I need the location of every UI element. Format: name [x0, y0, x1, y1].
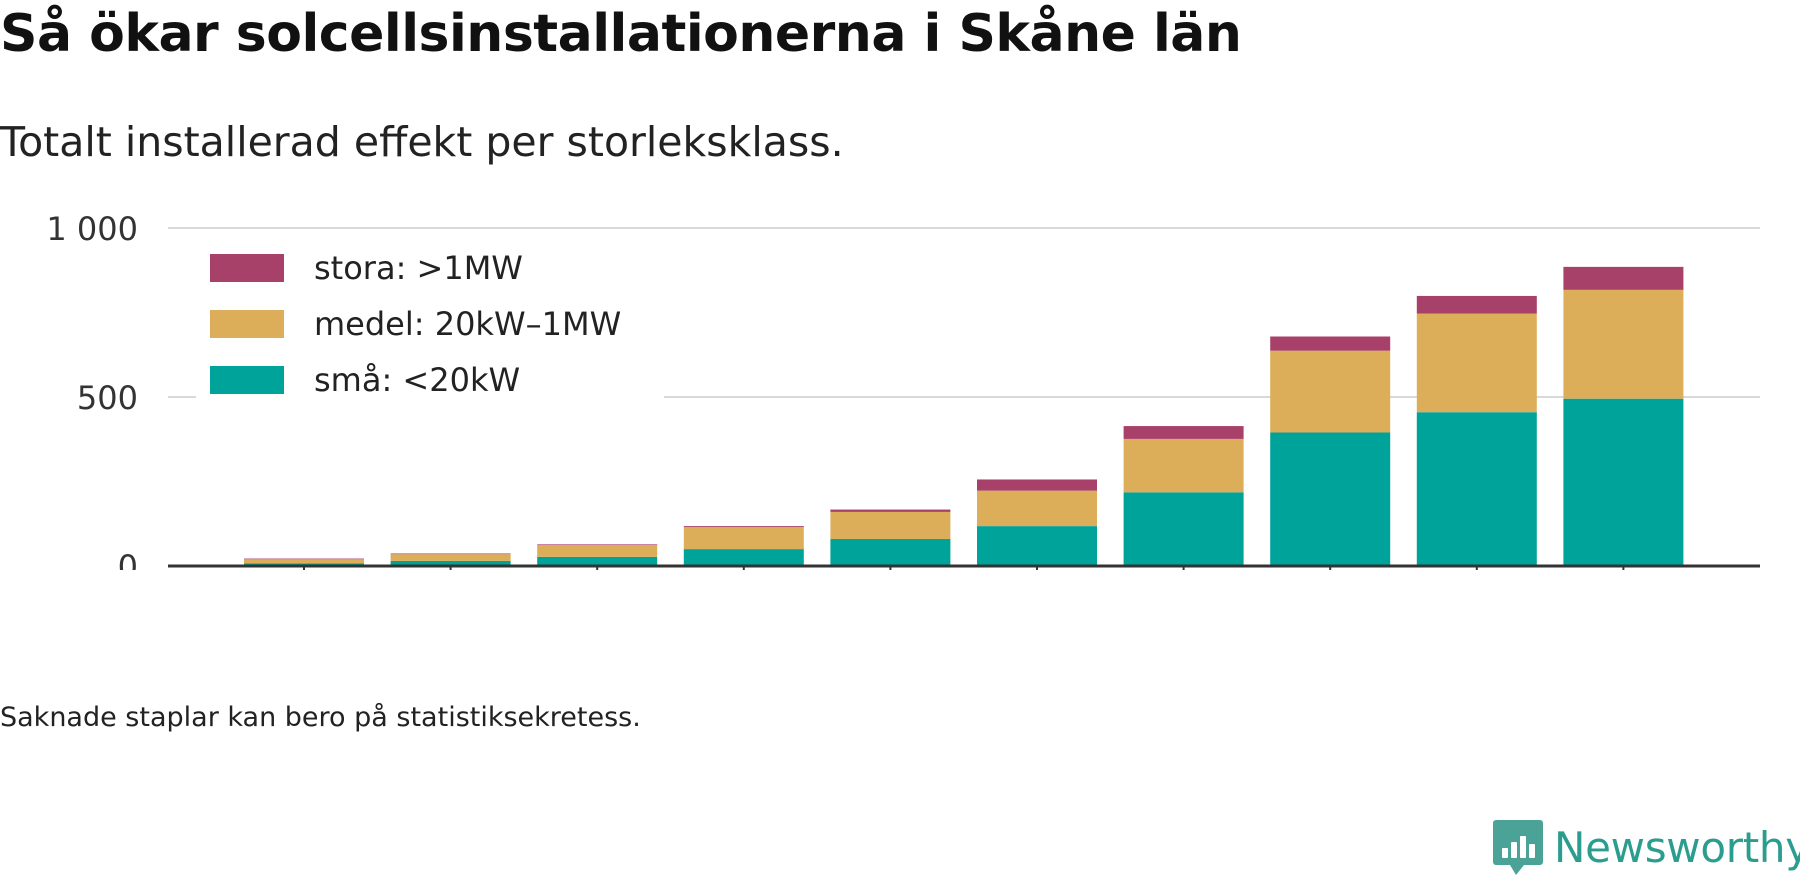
bar-segment: [1270, 336, 1391, 351]
bar-segment: [537, 545, 658, 557]
bar-segment: [1416, 313, 1537, 413]
y-tick-label: 500: [77, 379, 138, 417]
bar-segment: [390, 554, 511, 561]
y-tick-label: 1 000: [46, 210, 138, 248]
footnote: Saknade staplar kan bero på statistiksek…: [0, 702, 641, 733]
bar-segment: [977, 526, 1097, 566]
bar-segment: [1563, 289, 1684, 399]
bar-segment: [830, 511, 951, 539]
newsworthy-logo-icon: [1493, 820, 1543, 875]
legend-label: små: <20kW: [314, 361, 520, 399]
legend-swatch: [210, 310, 284, 338]
bar-segment: [1416, 412, 1537, 566]
bar-segment: [390, 553, 511, 555]
bar-segment: [1123, 492, 1244, 566]
bar-segment: [1270, 432, 1391, 566]
brand-name: Newsworthy: [1554, 822, 1800, 872]
bar-segment: [537, 556, 658, 566]
bar-segment: [830, 509, 951, 512]
bar-segment: [683, 527, 804, 550]
bar-segment: [390, 560, 511, 566]
bar-segment: [244, 559, 364, 564]
bar-segment: [1416, 295, 1537, 314]
bar-segment: [244, 558, 364, 560]
bar-segment: [1123, 426, 1244, 439]
bar-segment: [683, 526, 804, 528]
legend-swatch: [210, 366, 284, 394]
chart-title: Så ökar solcellsinstallationerna i Skåne…: [0, 4, 1242, 64]
bar-segment: [1563, 266, 1684, 290]
bar-segment: [977, 490, 1097, 527]
bar-segment: [537, 544, 658, 546]
bar-segment: [1563, 398, 1684, 566]
bar-segment: [1270, 350, 1391, 433]
legend-swatch: [210, 254, 284, 282]
bar-segment: [977, 479, 1097, 491]
bar-segment: [830, 538, 951, 566]
brand: Newsworthy: [1492, 818, 1800, 876]
legend-label: stora: >1MW: [314, 249, 523, 287]
bar-segment: [1123, 438, 1244, 493]
legend-label: medel: 20kW–1MW: [314, 305, 621, 343]
bar-segment: [683, 549, 804, 566]
chart-subtitle: Totalt installerad effekt per storlekskl…: [0, 118, 844, 166]
y-tick-label: 0: [118, 548, 138, 570]
